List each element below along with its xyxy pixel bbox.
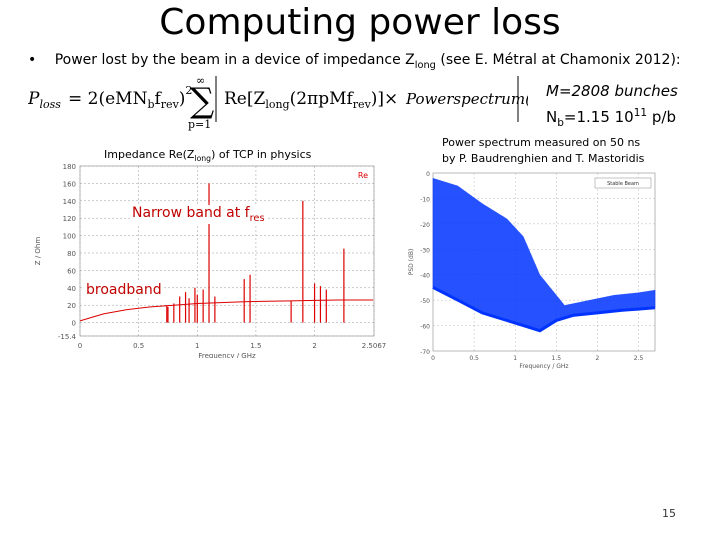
spectrum-xtick-label: 1	[513, 355, 517, 362]
impedance-caption-tail: ) of TCP in physics	[211, 148, 312, 161]
impedance-ytick-label: 20	[67, 302, 76, 310]
svg-text:p=1: p=1	[188, 118, 211, 131]
spectrum-legend-text: Stable Beam	[607, 181, 639, 187]
power-spectrum-caption: Power spectrum measured on 50 ns by P. B…	[442, 135, 644, 167]
impedance-ytick-label: 120	[63, 215, 76, 223]
spectrum-xtick-label: 0	[431, 355, 435, 362]
impedance-ytick-label: 160	[63, 180, 76, 188]
impedance-ytick-label: 60	[67, 267, 76, 275]
svg-text:∑: ∑	[190, 81, 214, 121]
power-caption-line1: Power spectrum measured on 50 ns	[442, 136, 641, 149]
impedance-caption-sub: long	[194, 154, 212, 164]
impedance-xtick-label: 2.5067	[362, 342, 387, 350]
beam-parameters: M=2808 bunches Nb=1.15 1011 p/b	[546, 80, 678, 134]
spectrum-xtick-label: 2	[596, 355, 600, 362]
spectrum-ylabel: PSD (dB)	[408, 249, 415, 276]
impedance-xtick-label: 2	[312, 342, 316, 350]
spectrum-trace	[432, 178, 656, 331]
slide-title: Computing power loss	[159, 2, 561, 43]
param-nb-value: =1.15 10	[563, 108, 634, 126]
bullet-line: • Power lost by the beam in a device of …	[28, 52, 681, 71]
spectrum-ytick-label: -50	[420, 298, 430, 305]
impedance-ytick-label: 80	[67, 250, 76, 258]
spectrum-ytick-label: -30	[420, 247, 430, 254]
impedance-ytick-label: 0	[72, 320, 76, 328]
impedance-ytick-label: -15.4	[58, 333, 77, 341]
impedance-caption: Impedance Re(Zlong) of TCP in physics	[104, 148, 311, 163]
bullet-text: Power lost by the beam in a device of im…	[54, 52, 415, 68]
spectrum-ytick-label: -70	[420, 349, 430, 356]
impedance-ylabel: Z / Ohm	[34, 237, 42, 266]
spectrum-xtick-label: 2.5	[634, 355, 644, 362]
spectrum-xlabel: Frequency / GHz	[519, 363, 568, 370]
param-nb-exp: 11	[633, 107, 648, 119]
narrow-band-annotation: Narrow band at fres	[130, 205, 267, 224]
bullet-dot-icon: •	[28, 52, 37, 68]
spectrum-ytick-label: -10	[420, 196, 430, 203]
narrow-band-sub: res	[249, 212, 265, 224]
formula-lhs-sub: loss	[39, 98, 61, 111]
svg-text:Re[Zlong(2πpMfrev)]×: Re[Zlong(2πpMfrev)]×	[224, 89, 398, 111]
impedance-xtick-label: 0	[78, 342, 82, 350]
impedance-ytick-label: 180	[63, 163, 76, 171]
impedance-ytick-label: 140	[63, 198, 76, 206]
power-caption-line2: by P. Baudrenghien and T. Mastoridis	[442, 152, 645, 165]
impedance-ytick-label: 100	[63, 233, 76, 241]
svg-text:Powerspectrum(2πpMfrev): Powerspectrum(2πpMfrev)	[405, 90, 528, 111]
spectrum-ytick-label: -20	[420, 222, 430, 229]
narrow-band-text: Narrow band at f	[132, 205, 250, 221]
spectrum-baseline	[432, 286, 656, 333]
param-nb-prefix: N	[546, 108, 558, 126]
formula-lhs: P	[28, 89, 40, 109]
impedance-caption-text: Impedance Re(Z	[104, 148, 195, 161]
impedance-ytick-label: 40	[67, 285, 76, 293]
param-nb-sub: b	[557, 117, 564, 129]
page-number: 15	[662, 507, 676, 520]
broadband-annotation: broadband	[84, 282, 164, 298]
svg-text:Ploss: Ploss	[28, 89, 61, 111]
bullet-sub: long	[414, 59, 436, 71]
power-loss-formula: Ploss = 2(eMNbfrev)2 ∞ ∑ p=1 Re[Zlong(2π…	[28, 74, 528, 131]
spectrum-legend-box	[594, 177, 652, 189]
impedance-xtick-label: 1	[195, 342, 199, 350]
svg-text:∞: ∞	[196, 74, 205, 87]
impedance-xlabel: Frequency / GHz	[198, 352, 256, 358]
impedance-xtick-label: 0.5	[133, 342, 144, 350]
spectrum-ytick-label: -60	[420, 324, 430, 331]
bullet-tail: (see E. Métral at Chamonix 2012):	[435, 52, 681, 68]
svg-text:= 2(eMNbfrev)2: = 2(eMNbfrev)2	[68, 84, 192, 111]
spectrum-ytick-label: 0	[426, 171, 430, 178]
impedance-xtick-label: 1.5	[250, 342, 261, 350]
impedance-legend-text: Re	[358, 171, 368, 180]
param-m: M=2808 bunches	[546, 82, 678, 100]
spectrum-xtick-label: 0.5	[469, 355, 479, 362]
param-nb-unit: p/b	[647, 108, 676, 126]
spectrum-xtick-label: 1.5	[552, 355, 562, 362]
spectrum-ytick-label: -40	[420, 273, 430, 280]
power-spectrum-chart: 0-10-20-30-40-50-60-700 0.5 1 1.5 2 2.5Freque…	[408, 171, 656, 370]
